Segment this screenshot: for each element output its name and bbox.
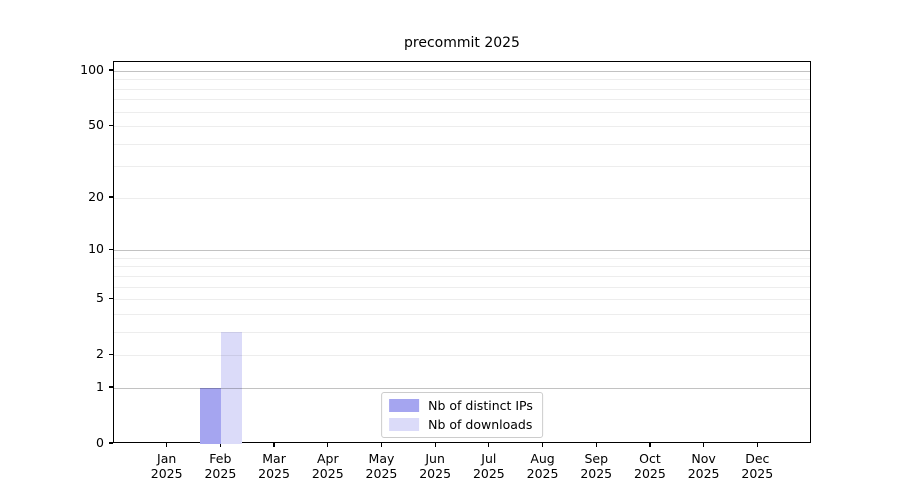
- x-tick-label-line: Mar: [262, 451, 286, 466]
- x-tick-label-line: May: [368, 451, 395, 466]
- x-tick-mark: [756, 443, 758, 447]
- y-tick-label: 20: [88, 188, 104, 204]
- x-tick-label-line: 2025: [365, 466, 398, 481]
- x-tick-label-line: 2025: [526, 466, 559, 481]
- x-tick-label-line: 2025: [258, 466, 290, 481]
- gridline-minor: [114, 197, 810, 199]
- x-tick-label-line: Aug: [530, 451, 555, 466]
- x-tick-label: Sep 2025: [568, 451, 624, 481]
- gridline-minor: [114, 286, 810, 288]
- x-tick-label: May 2025: [353, 451, 409, 481]
- y-tick-mark: [109, 297, 113, 299]
- gridline-minor: [114, 331, 810, 333]
- gridline-major: [114, 250, 810, 252]
- x-tick-label-line: Oct: [639, 451, 661, 466]
- x-tick-mark: [541, 443, 544, 447]
- x-tick-label: Apr 2025: [300, 451, 356, 481]
- bar-downloads: [221, 331, 243, 444]
- gridline-minor: [114, 257, 810, 259]
- gridline-minor: [114, 275, 810, 277]
- gridline-minor: [114, 111, 810, 113]
- x-tick-mark: [166, 443, 168, 447]
- y-tick-mark: [109, 124, 113, 126]
- y-tick-mark: [109, 248, 113, 250]
- chart-title: precommit 2025: [404, 35, 520, 51]
- x-tick-label: Nov 2025: [676, 451, 732, 481]
- gridline-minor: [114, 166, 810, 168]
- gridline-minor: [114, 299, 810, 301]
- x-tick-label-line: Sep: [584, 451, 608, 466]
- gridline-minor: [114, 88, 810, 90]
- x-tick-label-line: Jun: [425, 451, 445, 466]
- x-tick-label-line: Apr: [316, 451, 339, 466]
- x-tick-label: Dec 2025: [729, 451, 785, 481]
- legend-swatch-distinct-ips: [389, 399, 420, 412]
- x-tick-label: Mar 2025: [246, 451, 302, 481]
- x-tick-mark: [327, 443, 329, 447]
- y-tick-mark: [109, 69, 113, 71]
- x-tick-mark: [434, 443, 436, 447]
- gridline-major: [114, 70, 810, 72]
- gridline-minor: [114, 79, 810, 81]
- gridline-minor: [114, 355, 810, 357]
- y-tick-label: 100: [80, 61, 104, 77]
- y-tick-label: 2: [96, 346, 104, 362]
- x-tick-label-line: Jan: [157, 451, 177, 466]
- legend: Nb of distinct IPs Nb of downloads: [381, 392, 543, 438]
- x-tick-mark: [219, 443, 221, 447]
- x-tick-mark: [703, 443, 705, 447]
- legend-label-downloads: Nb of downloads: [428, 417, 533, 432]
- x-tick-label-line: Feb: [209, 451, 232, 466]
- x-tick-label-line: 2025: [311, 466, 344, 481]
- y-tick-mark: [109, 353, 113, 355]
- x-tick-label: Feb 2025: [192, 451, 248, 481]
- x-tick-label-line: 2025: [580, 466, 613, 481]
- x-tick-label: Jun 2025: [407, 451, 463, 481]
- y-tick-label: 50: [88, 117, 104, 133]
- x-tick-mark: [380, 443, 383, 447]
- x-tick-label-line: 2025: [472, 466, 505, 481]
- x-tick-label-line: 2025: [419, 466, 452, 481]
- x-tick-mark: [649, 443, 651, 447]
- y-tick-label: 1: [96, 378, 104, 394]
- x-tick-label: Jul 2025: [461, 451, 517, 481]
- gridline-minor: [114, 126, 810, 128]
- x-tick-label-line: Jul: [481, 451, 497, 466]
- x-tick-mark: [273, 443, 275, 447]
- y-tick-mark: [109, 196, 113, 198]
- legend-item-downloads: Nb of downloads: [389, 417, 533, 432]
- x-tick-mark: [488, 443, 490, 447]
- y-tick-mark: [109, 442, 113, 444]
- x-tick-label: Jan 2025: [139, 451, 195, 481]
- plot-area: Nb of distinct IPs Nb of downloads: [113, 61, 811, 444]
- y-tick-label: 0: [96, 435, 104, 450]
- legend-swatch-downloads: [389, 418, 420, 431]
- x-tick-mark: [595, 443, 597, 447]
- gridline-minor: [114, 313, 810, 315]
- gridline-minor: [114, 143, 810, 145]
- y-tick-label: 5: [96, 290, 104, 306]
- bar-distinct-ips: [200, 387, 222, 444]
- x-tick-label-line: 2025: [741, 466, 774, 481]
- x-tick-label-line: 2025: [634, 466, 666, 481]
- x-tick-label-line: 2025: [687, 466, 720, 481]
- legend-label-distinct-ips: Nb of distinct IPs: [428, 398, 533, 413]
- x-tick-label-line: 2025: [204, 466, 237, 481]
- x-tick-label: Oct 2025: [622, 451, 678, 481]
- gridline-minor: [114, 266, 810, 268]
- x-tick-label: Aug 2025: [515, 451, 571, 481]
- legend-item-distinct-ips: Nb of distinct IPs: [389, 398, 533, 413]
- x-tick-label-line: 2025: [150, 466, 183, 481]
- y-tick-label: 10: [88, 241, 104, 257]
- gridline-minor: [114, 99, 810, 101]
- x-tick-label-line: Dec: [745, 451, 770, 466]
- x-tick-label-line: Nov: [691, 451, 716, 466]
- y-tick-mark: [109, 386, 113, 388]
